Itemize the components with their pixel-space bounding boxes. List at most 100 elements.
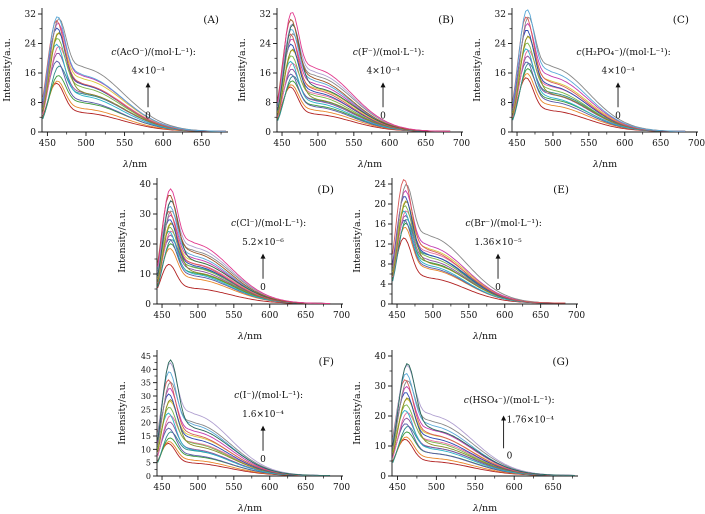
conc-arrowhead xyxy=(380,82,386,88)
spectrum-curve xyxy=(392,179,566,304)
y-axis-title: Intensity/a.u. xyxy=(352,209,363,273)
y-tick-label: 40 xyxy=(141,365,151,374)
y-tick-label: 20 xyxy=(375,412,387,422)
spectrum-curve xyxy=(157,412,331,476)
x-axis-title: λ/nm xyxy=(472,331,497,342)
x-tick-label: 650 xyxy=(417,139,434,149)
y-tick-label: 15 xyxy=(141,432,151,441)
y-tick-label: 5 xyxy=(146,459,151,468)
x-tick-label: 500 xyxy=(189,311,206,321)
y-tick-label: 45 xyxy=(141,352,151,361)
conc-max: 5.2×10⁻⁶ xyxy=(242,238,284,248)
y-tick-label: 0 xyxy=(30,128,36,138)
spectrum-curve xyxy=(157,371,331,476)
spectrum-curve xyxy=(277,12,451,132)
x-tick-label: 600 xyxy=(616,139,633,149)
conc-max: 4×10⁻⁴ xyxy=(366,67,399,77)
panel-letter: (D) xyxy=(317,184,334,196)
conc-arrowhead xyxy=(615,82,621,88)
conc-max: 4×10⁻⁴ xyxy=(131,67,164,77)
y-tick-label: 0 xyxy=(146,472,151,481)
y-tick-label: 0 xyxy=(380,300,386,310)
panel-letter: (G) xyxy=(552,356,569,368)
conc-label: c(H₂PO₄⁻)/(mol·L⁻¹): xyxy=(576,47,670,58)
spectrum-curve xyxy=(392,363,575,476)
y-tick-label: 10 xyxy=(140,270,152,280)
spectrum-curve xyxy=(157,442,331,476)
x-tick-label: 700 xyxy=(333,483,350,493)
y-tick-label: 30 xyxy=(140,210,152,220)
y-tick-label: 0 xyxy=(145,300,151,310)
y-tick-label: 0 xyxy=(380,472,386,482)
panel-letter: (B) xyxy=(438,14,454,26)
panel-F: 0 5 10 15 20 25 30 35 40 45 450 500 550 600 650 700 λ/nm… xyxy=(117,350,350,514)
panel-D: 0 10 20 30 40 450 500 550 600 650 700 λ/nm Intensity… xyxy=(117,178,350,342)
panel-letter: (F) xyxy=(319,356,334,368)
conc-arrowhead xyxy=(260,253,266,259)
y-axis-title: Intensity/a.u. xyxy=(237,38,248,102)
x-tick-label: 450 xyxy=(153,483,170,493)
y-tick-label: 25 xyxy=(141,405,151,414)
panel-letter: (A) xyxy=(203,14,219,26)
x-tick-label: 650 xyxy=(297,311,314,321)
y-tick-label: 32 xyxy=(25,10,36,20)
x-tick-label: 550 xyxy=(225,311,242,321)
x-tick-label: 650 xyxy=(297,483,314,493)
x-tick-label: 500 xyxy=(189,483,206,493)
conc-min: 0 xyxy=(615,111,621,121)
x-tick-label: 500 xyxy=(544,139,561,149)
x-tick-label: 650 xyxy=(193,139,210,149)
conc-max: 1.36×10⁻⁵ xyxy=(474,238,522,248)
y-tick-label: 24 xyxy=(25,40,37,50)
x-tick-label: 550 xyxy=(225,483,242,493)
panel-G: 0 10 20 30 40 450 500 550 600 650 λ/nm Intensity/a.… xyxy=(352,350,578,514)
y-tick-label: 30 xyxy=(375,382,387,392)
panel-letter: (E) xyxy=(553,184,569,196)
y-tick-label: 16 xyxy=(495,69,507,79)
x-tick-label: 600 xyxy=(506,483,523,493)
conc-label: c(I⁻)/(mol·L⁻¹): xyxy=(234,390,303,401)
spectrum-curve xyxy=(42,16,226,132)
conc-min: 0 xyxy=(260,455,266,465)
y-tick-label: 40 xyxy=(375,352,387,362)
y-tick-label: 8 xyxy=(500,99,506,109)
y-tick-label: 16 xyxy=(260,69,272,79)
x-tick-label: 650 xyxy=(652,139,669,149)
spectrum-curve xyxy=(392,438,575,476)
y-axis-title: Intensity/a.u. xyxy=(117,381,128,445)
conc-label: c(F⁻)/(mol·L⁻¹): xyxy=(353,47,425,58)
y-tick-label: 20 xyxy=(375,200,387,210)
conc-arrowhead xyxy=(145,82,151,88)
y-axis-title: Intensity/a.u. xyxy=(117,209,128,273)
y-tick-label: 24 xyxy=(260,40,272,50)
y-axis-title: Intensity/a.u. xyxy=(2,38,13,102)
y-tick-label: 35 xyxy=(141,379,151,388)
y-tick-label: 30 xyxy=(141,392,151,401)
x-tick-label: 600 xyxy=(261,311,278,321)
x-tick-label: 500 xyxy=(309,139,326,149)
y-tick-label: 20 xyxy=(140,240,152,250)
y-tick-label: 8 xyxy=(265,99,271,109)
y-tick-label: 20 xyxy=(141,419,151,428)
y-tick-label: 24 xyxy=(375,180,387,190)
x-tick-label: 450 xyxy=(508,139,525,149)
y-tick-label: 0 xyxy=(265,128,271,138)
x-axis-title: λ/nm xyxy=(357,159,382,170)
y-tick-label: 12 xyxy=(375,240,386,250)
x-tick-label: 450 xyxy=(388,311,405,321)
x-tick-label: 550 xyxy=(345,139,362,149)
conc-label: c(HSO₄⁻)/(mol·L⁻¹): xyxy=(464,395,555,406)
y-tick-label: 8 xyxy=(30,99,36,109)
conc-max: 4×10⁻⁴ xyxy=(601,67,634,77)
x-axis-title: λ/nm xyxy=(122,159,147,170)
y-tick-label: 16 xyxy=(25,69,37,79)
conc-min: 0 xyxy=(507,451,513,461)
panel-E: 0 4 8 12 16 20 24 450 500 550 600 650 700 λ/nm Intensi… xyxy=(352,178,585,342)
y-tick-label: 8 xyxy=(380,260,386,270)
x-tick-label: 550 xyxy=(460,311,477,321)
x-tick-label: 700 xyxy=(453,139,470,149)
conc-min: 0 xyxy=(495,283,501,293)
x-tick-label: 600 xyxy=(496,311,513,321)
x-tick-label: 450 xyxy=(389,483,406,493)
